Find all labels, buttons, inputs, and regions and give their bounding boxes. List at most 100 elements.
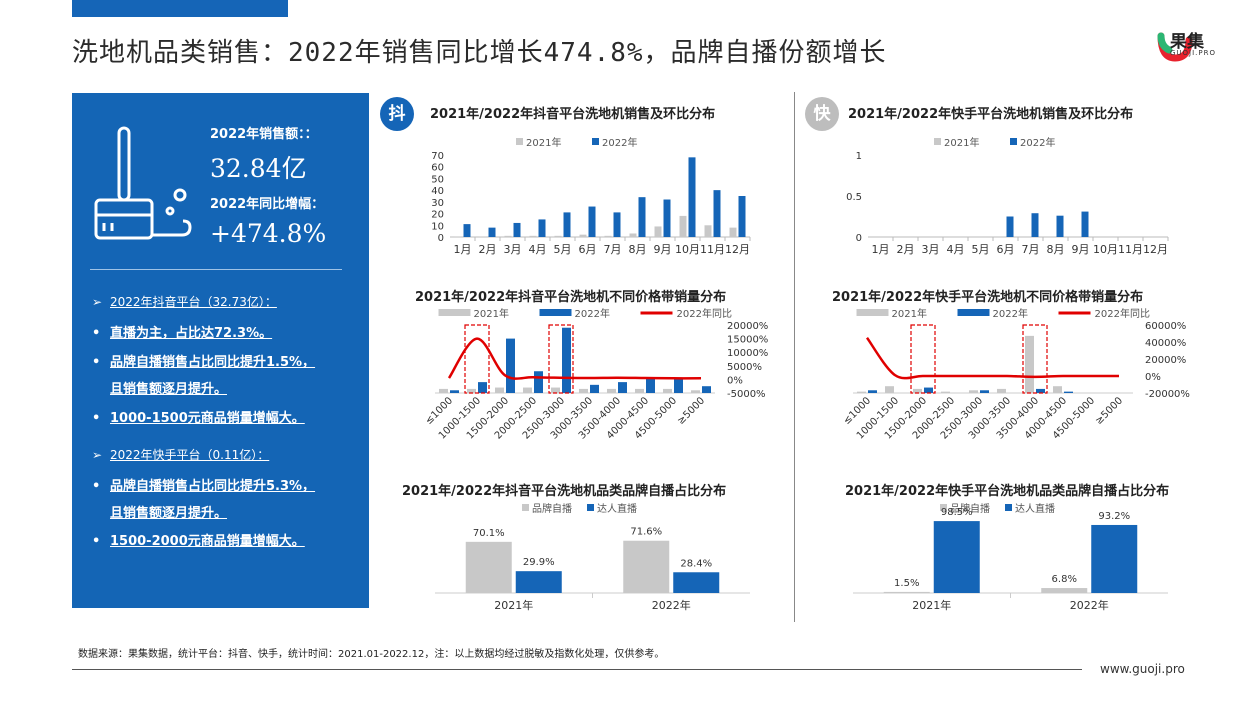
ks-share-legend-label-0: 品牌自播	[950, 502, 990, 515]
ks-price-bar-2022-0	[868, 390, 877, 393]
dy-monthly-xtick-8: 9月	[654, 243, 672, 256]
ks-price-bar-2022-2	[924, 387, 933, 393]
ks-monthly-bar-2022-8	[1081, 211, 1089, 237]
dy-monthly-bar-2022-6	[613, 212, 621, 237]
dy-share-bar-brand-1	[623, 540, 670, 593]
dy-price-highlight-box-1	[548, 324, 574, 394]
ks-price-legend-label-2: 2022年同比	[1095, 307, 1150, 320]
dy-price-bar-2022-5	[590, 384, 599, 393]
dy-price-bar-2021-3	[523, 387, 532, 393]
dy-price-y2tick-5: -5000%	[727, 389, 766, 400]
dy-monthly-xtick-3: 4月	[529, 243, 547, 256]
dy-share-label-kol-0: 29.9%	[523, 557, 555, 568]
logo-subtext: GUOJI.PRO	[1170, 49, 1217, 57]
ks-price-y2tick-1: 40000%	[1145, 338, 1186, 349]
chart-title-dy-share: 2021年/2022年抖音平台洗地机品类品牌自播占比分布	[402, 484, 727, 499]
ks-share-legend-label-1: 达人直播	[1015, 502, 1055, 515]
chart-ks-share: 品牌自播 达人直播 1.5% 98.5% 2021年 6.8% 93.2% 2022年	[853, 502, 1168, 612]
ks-monthly-ytick-1: 0.5	[846, 192, 862, 203]
dy-monthly-bar-2021-1	[479, 236, 487, 237]
dy-price-legend-label-1: 2022年	[575, 307, 610, 320]
dy-price-bar-2022-7	[646, 378, 655, 393]
ks-monthly-bar-2022-7	[1056, 215, 1064, 237]
dy-monthly-xtick-2: 3月	[504, 243, 522, 256]
panel-divider	[90, 269, 342, 270]
footer-url-link[interactable]: www.guoji.pro	[1100, 662, 1185, 676]
ks-share-xtick-1: 2022年	[1070, 598, 1109, 612]
dy-monthly-legend-swatch-1	[592, 138, 599, 145]
dy-monthly-bar-2021-7	[629, 233, 637, 237]
ks-price-y2tick-3: 0%	[1145, 372, 1161, 383]
ks-monthly-ytick-2: 1	[856, 151, 862, 162]
sales-value: 32.84亿	[210, 154, 307, 183]
chart-title-ks-share: 2021年/2022年快手平台洗地机品类品牌自播占比分布	[845, 484, 1170, 499]
bullet-0: ➢ 2022年抖音平台（32.73亿）：	[92, 295, 277, 309]
dy-share-bar-kol-1	[673, 572, 720, 593]
dy-price-bar-2021-5	[579, 388, 588, 393]
dy-monthly-bar-2022-7	[638, 197, 646, 237]
dy-monthly-xtick-5: 6月	[579, 243, 597, 256]
dy-monthly-bar-2021-0	[454, 236, 462, 237]
ks-monthly-legend-swatch-0	[934, 138, 941, 145]
ks-monthly-legend-label-1: 2022年	[1020, 136, 1055, 149]
dy-share-xtick-1: 2022年	[652, 598, 691, 612]
ks-price-yoy-line	[865, 337, 1119, 380]
dy-monthly-bar-2021-10	[704, 225, 712, 237]
dy-monthly-xtick-11: 12月	[725, 243, 750, 256]
dy-share-label-kol-1: 28.4%	[680, 558, 712, 569]
dy-price-y2tick-0: 20000%	[727, 321, 768, 332]
dy-monthly-bar-2022-10	[713, 190, 721, 237]
chart-title-ks-price: 2021年/2022年快手平台洗地机不同价格带销量分布	[832, 290, 1144, 305]
dy-price-bar-2021-8	[663, 388, 672, 393]
ks-price-legend-label-1: 2022年	[993, 307, 1028, 320]
bullet-2: • 品牌自播销售占比同比提升1.5%，	[92, 355, 316, 370]
ks-price-xtick-9: ≥5000	[1093, 395, 1125, 427]
guoji-logo-icon	[1157, 32, 1193, 62]
ks-price-bar-2022-4	[980, 390, 989, 393]
ks-share-bar-brand-0	[883, 591, 930, 593]
dy-monthly-legend-swatch-0	[516, 138, 523, 145]
column-separator	[794, 92, 795, 622]
dy-share-bar-brand-0	[465, 541, 512, 593]
dy-monthly-xtick-4: 5月	[554, 243, 572, 256]
ks-price-bar-2021-7	[1053, 386, 1062, 393]
dy-price-bar-2022-6	[618, 382, 627, 393]
bullet-6: • 品牌自播销售占比同比提升5.3%，	[92, 479, 316, 494]
ks-price-bar-2021-6	[1025, 335, 1034, 393]
dy-share-legend-swatch-0	[522, 504, 529, 511]
ks-price-legend-swatch-0	[856, 309, 889, 316]
page-title: 洗地机品类销售：2022年销售同比增长474.8%，品牌自播份额增长	[72, 38, 887, 68]
dy-price-legend-label-2: 2022年同比	[677, 307, 732, 320]
dy-price-bar-2022-0	[450, 390, 459, 393]
ks-monthly-xtick-8: 9月	[1072, 243, 1090, 256]
dy-monthly-xtick-1: 2月	[479, 243, 497, 256]
chart-title-dy-monthly: 2021年/2022年抖音平台洗地机销售及环比分布	[430, 107, 716, 122]
dy-price-y2tick-1: 15000%	[727, 335, 768, 346]
dy-price-bar-2022-3	[534, 371, 543, 393]
bullet-4: • 1000-1500元商品销量增幅大。	[92, 411, 305, 426]
dy-monthly-bar-2021-9	[679, 215, 687, 237]
ks-monthly-xtick-11: 12月	[1143, 243, 1168, 256]
dy-price-xtick-9: ≥5000	[675, 395, 707, 427]
dy-price-legend-swatch-1	[539, 309, 572, 316]
dy-share-label-brand-0: 70.1%	[473, 528, 505, 539]
dy-monthly-bar-2021-6	[604, 235, 612, 237]
dy-monthly-bar-2021-8	[654, 226, 662, 237]
dy-price-bar-2021-0	[439, 388, 448, 393]
dy-monthly-ytick-3: 30	[431, 198, 444, 209]
dy-monthly-xtick-6: 7月	[604, 243, 622, 256]
ks-monthly-xtick-0: 1月	[872, 243, 890, 256]
ks-price-bar-2021-2	[913, 388, 922, 393]
ks-monthly-xtick-7: 8月	[1047, 243, 1065, 256]
ks-share-xtick-0: 2021年	[912, 598, 951, 612]
dy-price-bar-2022-8	[674, 379, 683, 393]
ks-price-bar-2021-1	[885, 386, 894, 393]
dy-price-legend-swatch-0	[438, 309, 471, 316]
ks-monthly-xtick-6: 7月	[1022, 243, 1040, 256]
dy-share-label-brand-1: 71.6%	[630, 527, 662, 538]
dy-monthly-ytick-1: 10	[431, 221, 444, 232]
ks-share-legend-swatch-0	[940, 504, 947, 511]
ks-share-bar-brand-1	[1041, 588, 1088, 593]
